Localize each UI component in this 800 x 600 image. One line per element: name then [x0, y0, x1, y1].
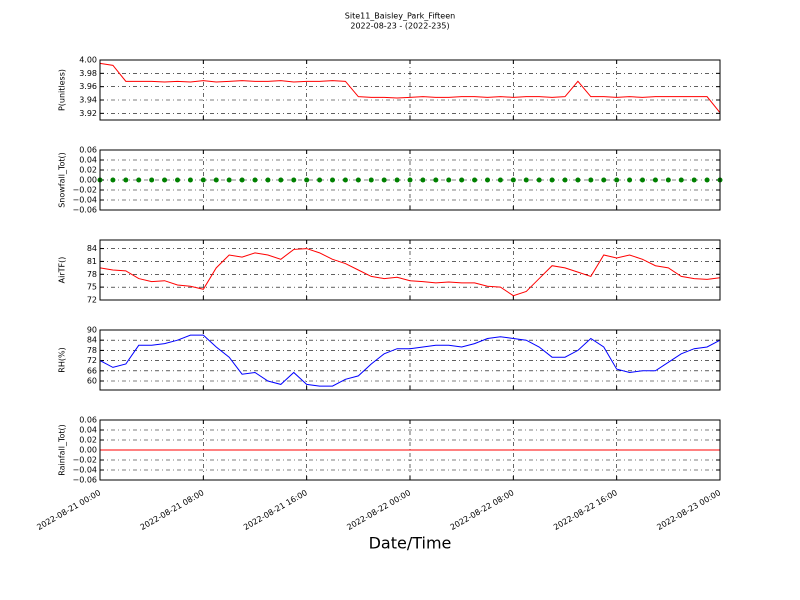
y-tick-label: 0.02 [79, 436, 97, 445]
data-point [704, 177, 710, 183]
y-tick-label: 0.04 [79, 426, 97, 435]
y-tick-label: 0.04 [79, 156, 97, 165]
y-tick-label: 75 [87, 283, 97, 292]
data-point [123, 177, 129, 183]
data-line [99, 248, 721, 297]
y-tick-label: −0.02 [72, 186, 97, 195]
plot-frame [99, 329, 721, 391]
y-tick-label: 78 [87, 270, 97, 279]
data-point [459, 177, 465, 183]
y-tick-label: 0.02 [79, 166, 97, 175]
data-point [678, 177, 684, 183]
data-point [627, 177, 633, 183]
y-tick-label: −0.06 [72, 206, 97, 215]
data-point [265, 177, 271, 183]
y-tick-label: 84 [87, 244, 97, 253]
y-tick-label: 60 [87, 376, 97, 385]
chart-title: Site11_Baisley_Park_Fifteen [345, 12, 455, 21]
data-point [562, 177, 568, 183]
plot-frame [99, 419, 721, 481]
data-point [226, 177, 232, 183]
y-tick-label: 72 [87, 296, 97, 305]
y-tick-label: 66 [87, 366, 97, 375]
data-point [136, 177, 142, 183]
y-tick-label: −0.04 [72, 466, 97, 475]
y-axis-label: Snowfall_Tot() [58, 152, 67, 208]
y-tick-label: 0.00 [79, 176, 97, 185]
data-point [175, 177, 180, 183]
data-point [149, 177, 155, 183]
data-point [665, 177, 671, 183]
data-point [355, 177, 361, 183]
plot-frame [99, 239, 721, 301]
y-axis-label: RH(%) [58, 347, 67, 372]
data-point [110, 177, 116, 183]
data-point [549, 177, 555, 183]
chart-subtitle: 2022-08-23 - (2022-235) [350, 22, 449, 31]
y-tick-label: 0.06 [79, 416, 97, 425]
data-point [407, 177, 413, 183]
y-tick-label: −0.02 [72, 456, 97, 465]
y-tick-label: 3.96 [79, 82, 97, 91]
data-point [239, 177, 245, 183]
y-axis-label: Rainfall_Tot() [58, 424, 67, 476]
data-point [317, 177, 323, 183]
data-point [162, 177, 168, 183]
data-point [187, 177, 193, 183]
data-point [472, 177, 478, 183]
y-tick-label: 3.94 [79, 96, 97, 105]
data-point [252, 177, 258, 183]
data-point [601, 177, 607, 183]
data-point [304, 177, 310, 183]
data-point [433, 177, 439, 183]
data-point [588, 177, 594, 183]
data-point [446, 177, 452, 183]
y-tick-label: 90 [87, 326, 97, 335]
data-point [510, 177, 516, 183]
data-point [652, 177, 658, 183]
y-tick-label: 72 [87, 356, 97, 365]
data-point [278, 177, 284, 183]
y-tick-label: −0.04 [72, 196, 97, 205]
data-line [99, 62, 721, 113]
data-point [691, 177, 697, 183]
y-tick-label: 84 [87, 336, 97, 345]
y-tick-label: 0.06 [79, 146, 97, 155]
data-point [342, 177, 348, 183]
data-point [420, 177, 426, 183]
data-point [575, 177, 581, 183]
data-point [497, 177, 503, 183]
data-point [213, 177, 219, 183]
data-point [640, 177, 645, 183]
y-tick-label: 4.00 [79, 56, 97, 65]
data-point [330, 177, 335, 183]
x-axis-label: Date/Time [369, 534, 452, 553]
y-tick-label: −0.06 [72, 476, 97, 485]
data-point [381, 177, 387, 183]
y-tick-label: 78 [87, 346, 97, 355]
data-point [485, 177, 490, 183]
data-point [394, 177, 400, 183]
data-point [536, 177, 542, 183]
y-tick-label: 81 [87, 257, 97, 266]
y-axis-label: AirTF() [58, 257, 67, 284]
data-point [291, 177, 297, 183]
y-tick-label: 3.98 [79, 69, 97, 78]
y-tick-label: 0.00 [79, 446, 97, 455]
data-point [523, 177, 529, 183]
data-point [200, 177, 206, 183]
y-axis-label: P(unitless) [58, 69, 67, 111]
data-line [99, 334, 721, 387]
data-point [368, 177, 374, 183]
data-point [614, 177, 620, 183]
plot-frame [99, 59, 721, 121]
plot-frame [99, 149, 721, 211]
y-tick-label: 3.92 [79, 109, 97, 118]
